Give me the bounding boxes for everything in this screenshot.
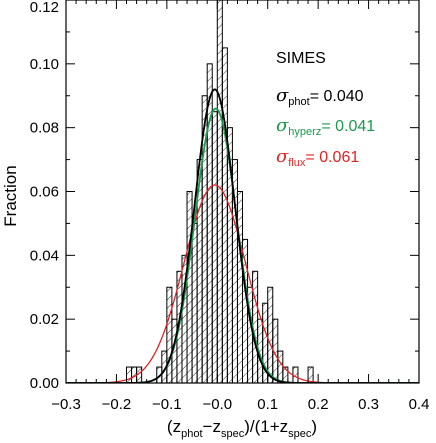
histogram-bar [206, 63, 213, 383]
histogram-bar [166, 286, 173, 383]
x-tick-label: −0.2 [102, 396, 132, 413]
y-tick-label: 0.12 [30, 0, 59, 16]
histogram-bar [221, 47, 228, 383]
legend-title: SIMES [276, 50, 326, 67]
histogram-bar [211, 111, 218, 383]
y-tick-label: 0.10 [30, 56, 59, 73]
legend-entry-phot: σphot= 0.040 [276, 85, 364, 108]
y-tick-label: 0.04 [30, 247, 59, 264]
histogram-bar [216, 0, 223, 383]
x-tick-label: −0.1 [152, 396, 182, 413]
y-tick-label: 0.02 [30, 311, 59, 328]
x-tick-label: 0.3 [358, 396, 379, 413]
histogram-bar [186, 191, 193, 383]
y-tick-labels: 0.00 0.02 0.04 0.06 0.08 0.10 0.12 [30, 0, 59, 392]
histogram-bar [277, 350, 284, 383]
y-tick-label: 0.06 [30, 184, 59, 201]
histogram-bar [126, 366, 133, 383]
histogram-bar [191, 222, 198, 383]
y-axis-label: Fraction [1, 165, 20, 226]
x-tick-label: −0.0 [202, 396, 232, 413]
legend-entry-hyperz: σhyperz= 0.041 [276, 115, 375, 138]
y-tick-label: 0.00 [30, 375, 59, 392]
y-tick-label: 0.08 [30, 120, 59, 137]
x-tick-label: −0.3 [51, 396, 81, 413]
x-tick-label: 0.2 [308, 396, 329, 413]
x-axis-label: (zphot−zspec)/(1+zspec) [167, 417, 317, 440]
histogram-bar [236, 191, 243, 383]
legend-entry-flux: σflux= 0.061 [276, 146, 359, 169]
legend-annotation: SIMES σphot= 0.040 σhyperz= 0.041 σflux=… [276, 50, 375, 169]
axis-ticks [65, 0, 420, 384]
gaussian-curve-flux [66, 184, 419, 383]
x-tick-label: 0.4 [409, 396, 430, 413]
histogram-bar [267, 286, 274, 383]
x-tick-labels: −0.3 −0.2 −0.1 −0.0 0.1 0.2 0.3 0.4 [51, 396, 429, 413]
x-tick-label: 0.1 [257, 396, 278, 413]
